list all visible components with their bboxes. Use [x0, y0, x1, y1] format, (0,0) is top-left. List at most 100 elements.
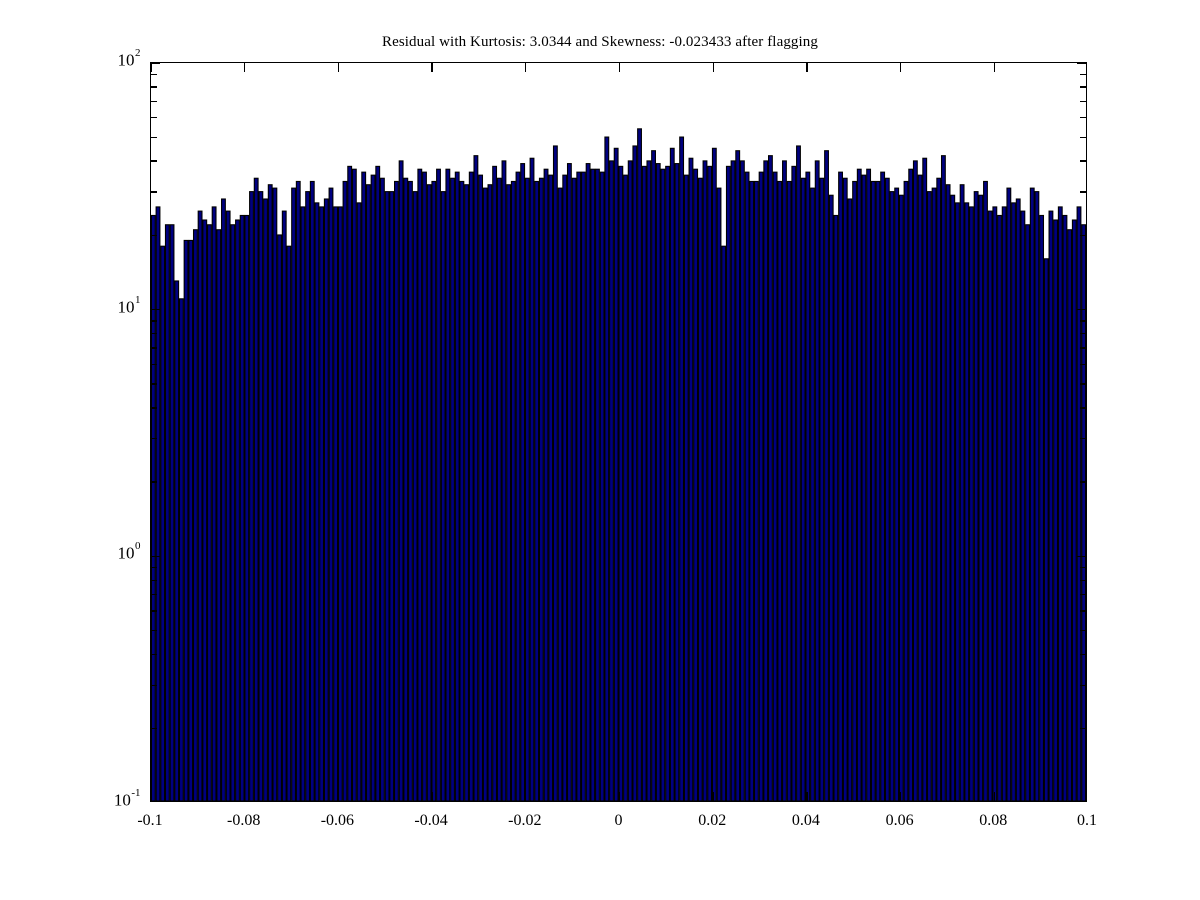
- histogram-bar: [328, 187, 334, 801]
- histogram-bar: [1039, 214, 1045, 801]
- histogram-bar: [314, 202, 320, 801]
- histogram-bar: [337, 206, 343, 801]
- histogram-bar: [1001, 206, 1007, 801]
- y-tick-mantissa: 10: [113, 790, 131, 810]
- y-axis-tick: [1080, 610, 1086, 612]
- histogram-bar: [936, 177, 942, 801]
- histogram-bar: [702, 160, 708, 801]
- histogram-bar: [235, 219, 240, 801]
- histogram-bar: [1011, 202, 1016, 801]
- histogram-bar: [763, 160, 769, 801]
- histogram-bar: [267, 184, 273, 801]
- histogram-bar: [609, 160, 614, 801]
- y-axis-tick: [151, 234, 157, 237]
- histogram-bar: [665, 165, 671, 801]
- y-axis-tick: [1080, 191, 1086, 193]
- histogram-bar: [155, 206, 161, 801]
- histogram-bar: [683, 174, 689, 801]
- y-tick-mantissa: 10: [117, 297, 135, 317]
- histogram-bar: [506, 184, 512, 801]
- x-axis-tick: [993, 63, 995, 72]
- histogram-bar: [828, 194, 834, 801]
- y-axis-tick: [151, 117, 157, 119]
- histogram-bar: [959, 184, 965, 801]
- x-axis-tick-label: -0.04: [414, 812, 448, 829]
- histogram-bar: [169, 224, 175, 801]
- histogram-bar: [281, 210, 287, 801]
- y-axis-tick-label: 10-1: [58, 788, 141, 810]
- y-tick-mantissa: 10: [117, 543, 135, 563]
- histogram-bar: [272, 187, 278, 801]
- histogram-bar: [520, 163, 526, 801]
- x-axis-tick: [618, 792, 621, 801]
- histogram-bar: [351, 168, 357, 801]
- histogram-bar: [178, 298, 184, 801]
- histogram-bar: [753, 180, 759, 801]
- histogram-bar: [1006, 187, 1012, 801]
- x-axis-tick: [151, 792, 152, 801]
- x-axis-tick: [525, 792, 527, 801]
- histogram-bar: [711, 147, 717, 801]
- histogram-bar: [160, 245, 166, 801]
- y-axis-tick: [151, 160, 157, 162]
- histogram-bar: [730, 160, 736, 801]
- histogram-bar: [1025, 224, 1030, 801]
- x-axis-tick: [712, 792, 714, 801]
- histogram-bar: [660, 168, 666, 801]
- histogram-bar: [875, 180, 881, 801]
- histogram-bar: [674, 163, 680, 801]
- y-axis-tick: [151, 481, 157, 483]
- histogram-bars: [151, 128, 1086, 801]
- x-axis-tick-label: 0.02: [698, 812, 727, 829]
- histogram-bar: [211, 206, 217, 801]
- histogram-bar: [739, 160, 745, 801]
- y-axis-tick: [1080, 407, 1086, 409]
- histogram-bar: [791, 165, 797, 801]
- y-axis-tick-label: 102: [58, 48, 141, 70]
- histogram-bar: [361, 171, 367, 801]
- histogram-bar: [230, 224, 236, 801]
- x-axis-tick: [618, 63, 621, 72]
- x-axis-tick-label: -0.08: [227, 812, 261, 829]
- histogram-bar: [538, 177, 544, 801]
- histogram-bar: [852, 180, 858, 801]
- histogram-bar: [305, 191, 311, 801]
- histogram-bar: [679, 136, 685, 801]
- y-axis-tick: [151, 566, 157, 569]
- histogram-bar: [735, 150, 741, 801]
- histogram-bar: [599, 171, 605, 801]
- y-axis-tick: [151, 684, 157, 686]
- y-tick-exponent: 2: [135, 47, 141, 59]
- y-axis-tick: [1080, 437, 1086, 440]
- y-axis-tick: [1080, 86, 1086, 88]
- y-axis-tick: [151, 728, 157, 730]
- histogram-bar: [997, 214, 1002, 801]
- histogram-bar: [1057, 206, 1063, 801]
- histogram-bar: [931, 187, 937, 801]
- histogram-bar: [534, 180, 540, 801]
- histogram-bar: [394, 180, 399, 801]
- histogram-bar: [796, 145, 801, 801]
- x-axis-tick-label: -0.06: [320, 812, 355, 829]
- x-axis-tick: [806, 63, 808, 72]
- histogram-bar: [641, 165, 647, 801]
- histogram-bar: [459, 180, 465, 801]
- histogram-bar: [323, 198, 329, 801]
- histogram-bar: [725, 165, 731, 801]
- y-axis-tick: [151, 136, 157, 138]
- histogram-bar: [950, 194, 956, 801]
- y-tick-exponent: -1: [131, 787, 141, 799]
- histogram-bar: [613, 147, 619, 801]
- histogram-bar: [202, 219, 208, 801]
- histogram-bar: [581, 171, 586, 801]
- histogram-bar: [464, 184, 469, 801]
- y-axis-tick: [151, 407, 157, 409]
- histogram-bar: [389, 191, 395, 801]
- y-tick-mantissa: 10: [117, 50, 135, 70]
- y-axis-tick: [151, 63, 160, 64]
- x-axis-tick: [244, 63, 246, 72]
- histogram-bar: [192, 229, 198, 801]
- histogram-bar: [880, 171, 886, 801]
- x-axis-tick: [151, 63, 152, 72]
